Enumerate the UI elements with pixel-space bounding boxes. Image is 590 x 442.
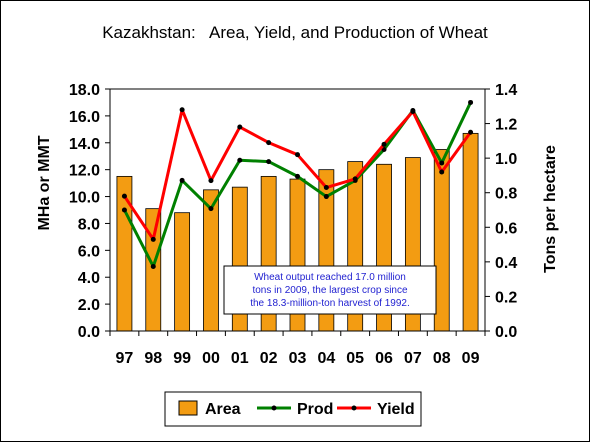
x-tick-label: 01 xyxy=(231,350,249,367)
legend-marker-yield xyxy=(351,405,357,411)
legend-label-prod: Prod xyxy=(297,401,333,418)
prod-point xyxy=(381,147,387,152)
left-axis-title: MHa or MMT xyxy=(36,135,53,230)
legend-label-area: Area xyxy=(205,401,241,418)
yield-point xyxy=(323,185,329,191)
prod-point xyxy=(208,206,214,212)
yield-point xyxy=(179,107,185,113)
annotation-box-border xyxy=(223,265,437,315)
left-tick-label: 16.0 xyxy=(69,109,100,126)
x-tick-label: 02 xyxy=(260,350,278,367)
chart-title: Kazakhstan: Area, Yield, and Production … xyxy=(102,23,488,42)
area-bar xyxy=(116,175,133,332)
yield-point xyxy=(468,129,474,135)
x-tick-label: 05 xyxy=(346,350,364,367)
left-tick-label: 8.0 xyxy=(78,216,100,233)
left-axis-ticks: 0.0 2.0 4.0 6.0 8.0 10.0 12.0 14.0 16.0 18.0 xyxy=(69,82,110,341)
area-bar xyxy=(145,208,162,332)
right-tick-label: 0.0 xyxy=(495,324,517,341)
legend: Area Prod Yield xyxy=(164,391,422,427)
left-tick-label: 10.0 xyxy=(69,190,100,207)
annotation-line: Wheat output reached 17.0 million xyxy=(254,272,406,283)
right-tick-label: 1.0 xyxy=(495,151,517,168)
yield-point xyxy=(410,108,416,114)
area-bar xyxy=(462,132,479,332)
area-bar xyxy=(174,212,191,332)
x-tick-label: 06 xyxy=(375,350,393,367)
annotation-line: tons in 2009, the largest crop since xyxy=(252,285,408,296)
x-tick-label: 97 xyxy=(116,350,134,367)
yield-point xyxy=(381,141,387,147)
prod-point xyxy=(295,173,300,179)
prod-point xyxy=(468,99,474,105)
right-tick-label: 1.2 xyxy=(495,117,517,134)
legend-marker-prod xyxy=(271,405,277,411)
left-tick-label: 4.0 xyxy=(78,270,100,287)
x-tick-label: 08 xyxy=(433,350,451,367)
right-axis-ticks: 0.0 0.2 0.4 0.6 0.8 1.0 1.2 1.4 xyxy=(485,82,517,341)
right-tick-label: 0.4 xyxy=(495,255,517,272)
left-tick-label: 6.0 xyxy=(78,243,100,260)
series-lines xyxy=(121,99,474,269)
legend-swatch-area xyxy=(178,400,198,416)
left-tick-label: 2.0 xyxy=(78,297,100,314)
yield-point xyxy=(439,169,445,175)
right-tick-label: 0.2 xyxy=(495,289,517,306)
prod-point xyxy=(323,194,329,200)
right-tick-label: 1.4 xyxy=(495,82,517,99)
x-tick-label: 00 xyxy=(202,350,220,367)
prod-point xyxy=(150,263,156,269)
prod-point xyxy=(237,157,243,163)
yield-point xyxy=(266,140,272,146)
x-tick-label: 04 xyxy=(317,350,335,367)
x-tick-label: 07 xyxy=(404,350,422,367)
yield-point xyxy=(237,124,243,130)
x-tick-label: 99 xyxy=(173,350,191,367)
x-tick-label: 03 xyxy=(289,350,307,367)
yield-point xyxy=(352,176,358,182)
prod-point xyxy=(121,207,127,213)
yield-point xyxy=(121,193,127,199)
right-axis-title: Tons per hectare xyxy=(542,145,559,273)
yield-point xyxy=(208,178,214,184)
legend-border xyxy=(164,391,422,427)
x-tick-label: 98 xyxy=(144,350,162,367)
prod-point xyxy=(179,177,185,183)
yield-point xyxy=(150,236,156,242)
left-tick-label: 14.0 xyxy=(69,136,100,153)
x-axis-ticks: 97 98 99 00 01 02 03 04 05 06 07 08 09 xyxy=(109,331,486,367)
yield-point xyxy=(295,152,300,158)
left-tick-label: 0.0 xyxy=(78,324,100,341)
plot-area-border xyxy=(109,88,486,332)
prod-point xyxy=(439,160,445,166)
legend-label-yield: Yield xyxy=(377,401,415,418)
right-tick-label: 0.8 xyxy=(495,186,517,203)
left-tick-label: 18.0 xyxy=(69,82,100,99)
prod-point xyxy=(266,159,272,165)
left-tick-label: 12.0 xyxy=(69,163,100,180)
annotation-box: Wheat output reached 17.0 million tons i… xyxy=(223,265,437,315)
annotation-line: the 18.3-million-ton harvest of 1992. xyxy=(250,298,410,309)
right-tick-label: 0.6 xyxy=(495,220,517,237)
x-tick-label: 09 xyxy=(462,350,480,367)
